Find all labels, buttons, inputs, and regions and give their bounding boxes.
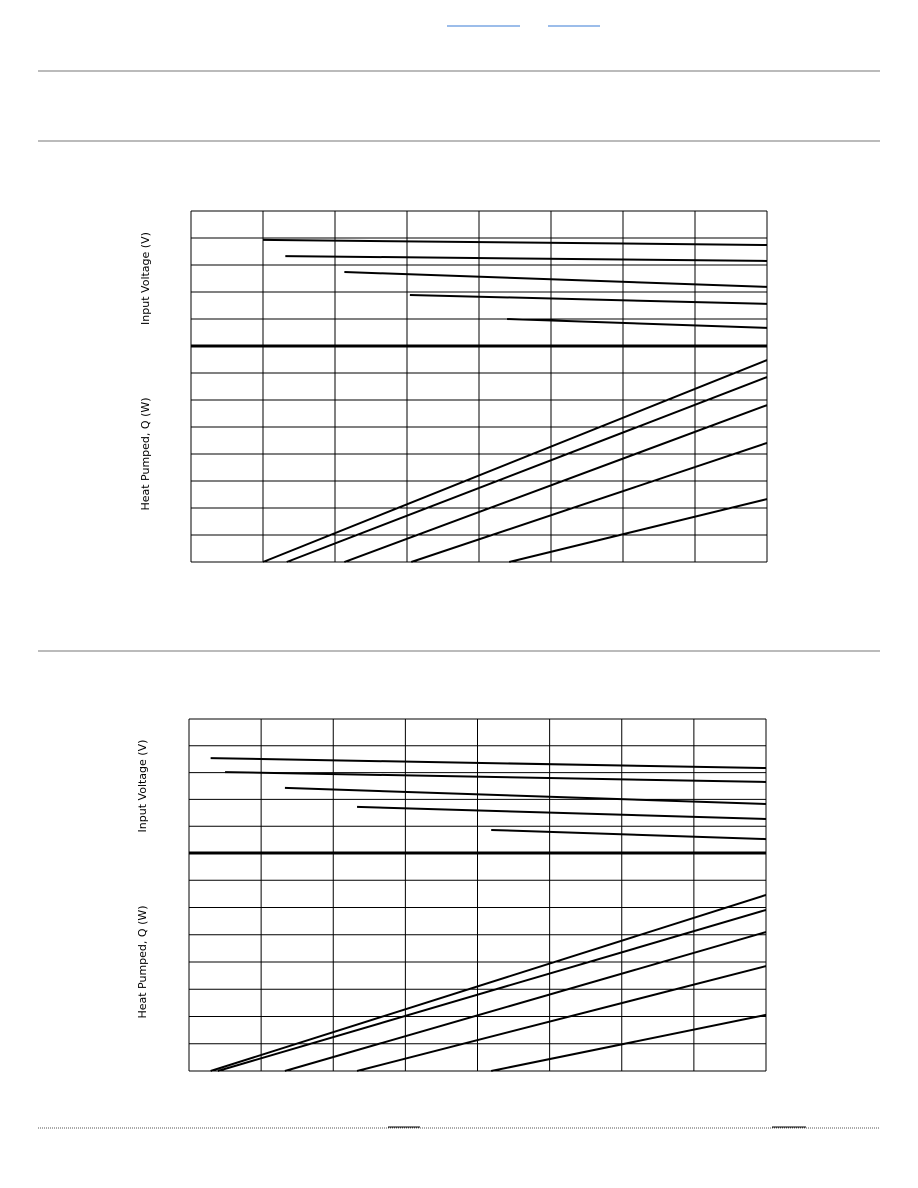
data-line: [357, 805, 767, 820]
data-line: [262, 238, 768, 247]
data-line: [286, 376, 768, 563]
data-line: [217, 908, 767, 1072]
data-line: [284, 786, 767, 805]
data-line: [491, 828, 767, 841]
y-axis-label: Heat Pumped, Q (W): [136, 905, 149, 1018]
data-line: [409, 293, 768, 305]
y-axis-label: Heat Pumped, Q (W): [139, 397, 152, 510]
data-line: [285, 255, 768, 262]
data-line: [225, 771, 767, 783]
y-axis-label: Input Voltage (V): [139, 232, 152, 325]
data-line: [491, 1013, 767, 1072]
data-line: [507, 318, 768, 329]
data-line: [509, 498, 768, 563]
data-line: [210, 757, 767, 770]
data-line: [262, 359, 768, 563]
data-line: [344, 271, 768, 288]
data-line: [284, 931, 767, 1072]
y-axis-label: Input Voltage (V): [136, 740, 149, 833]
data-line: [411, 441, 768, 563]
data-line: [356, 965, 767, 1072]
data-line: [210, 894, 767, 1072]
data-line: [344, 404, 768, 563]
